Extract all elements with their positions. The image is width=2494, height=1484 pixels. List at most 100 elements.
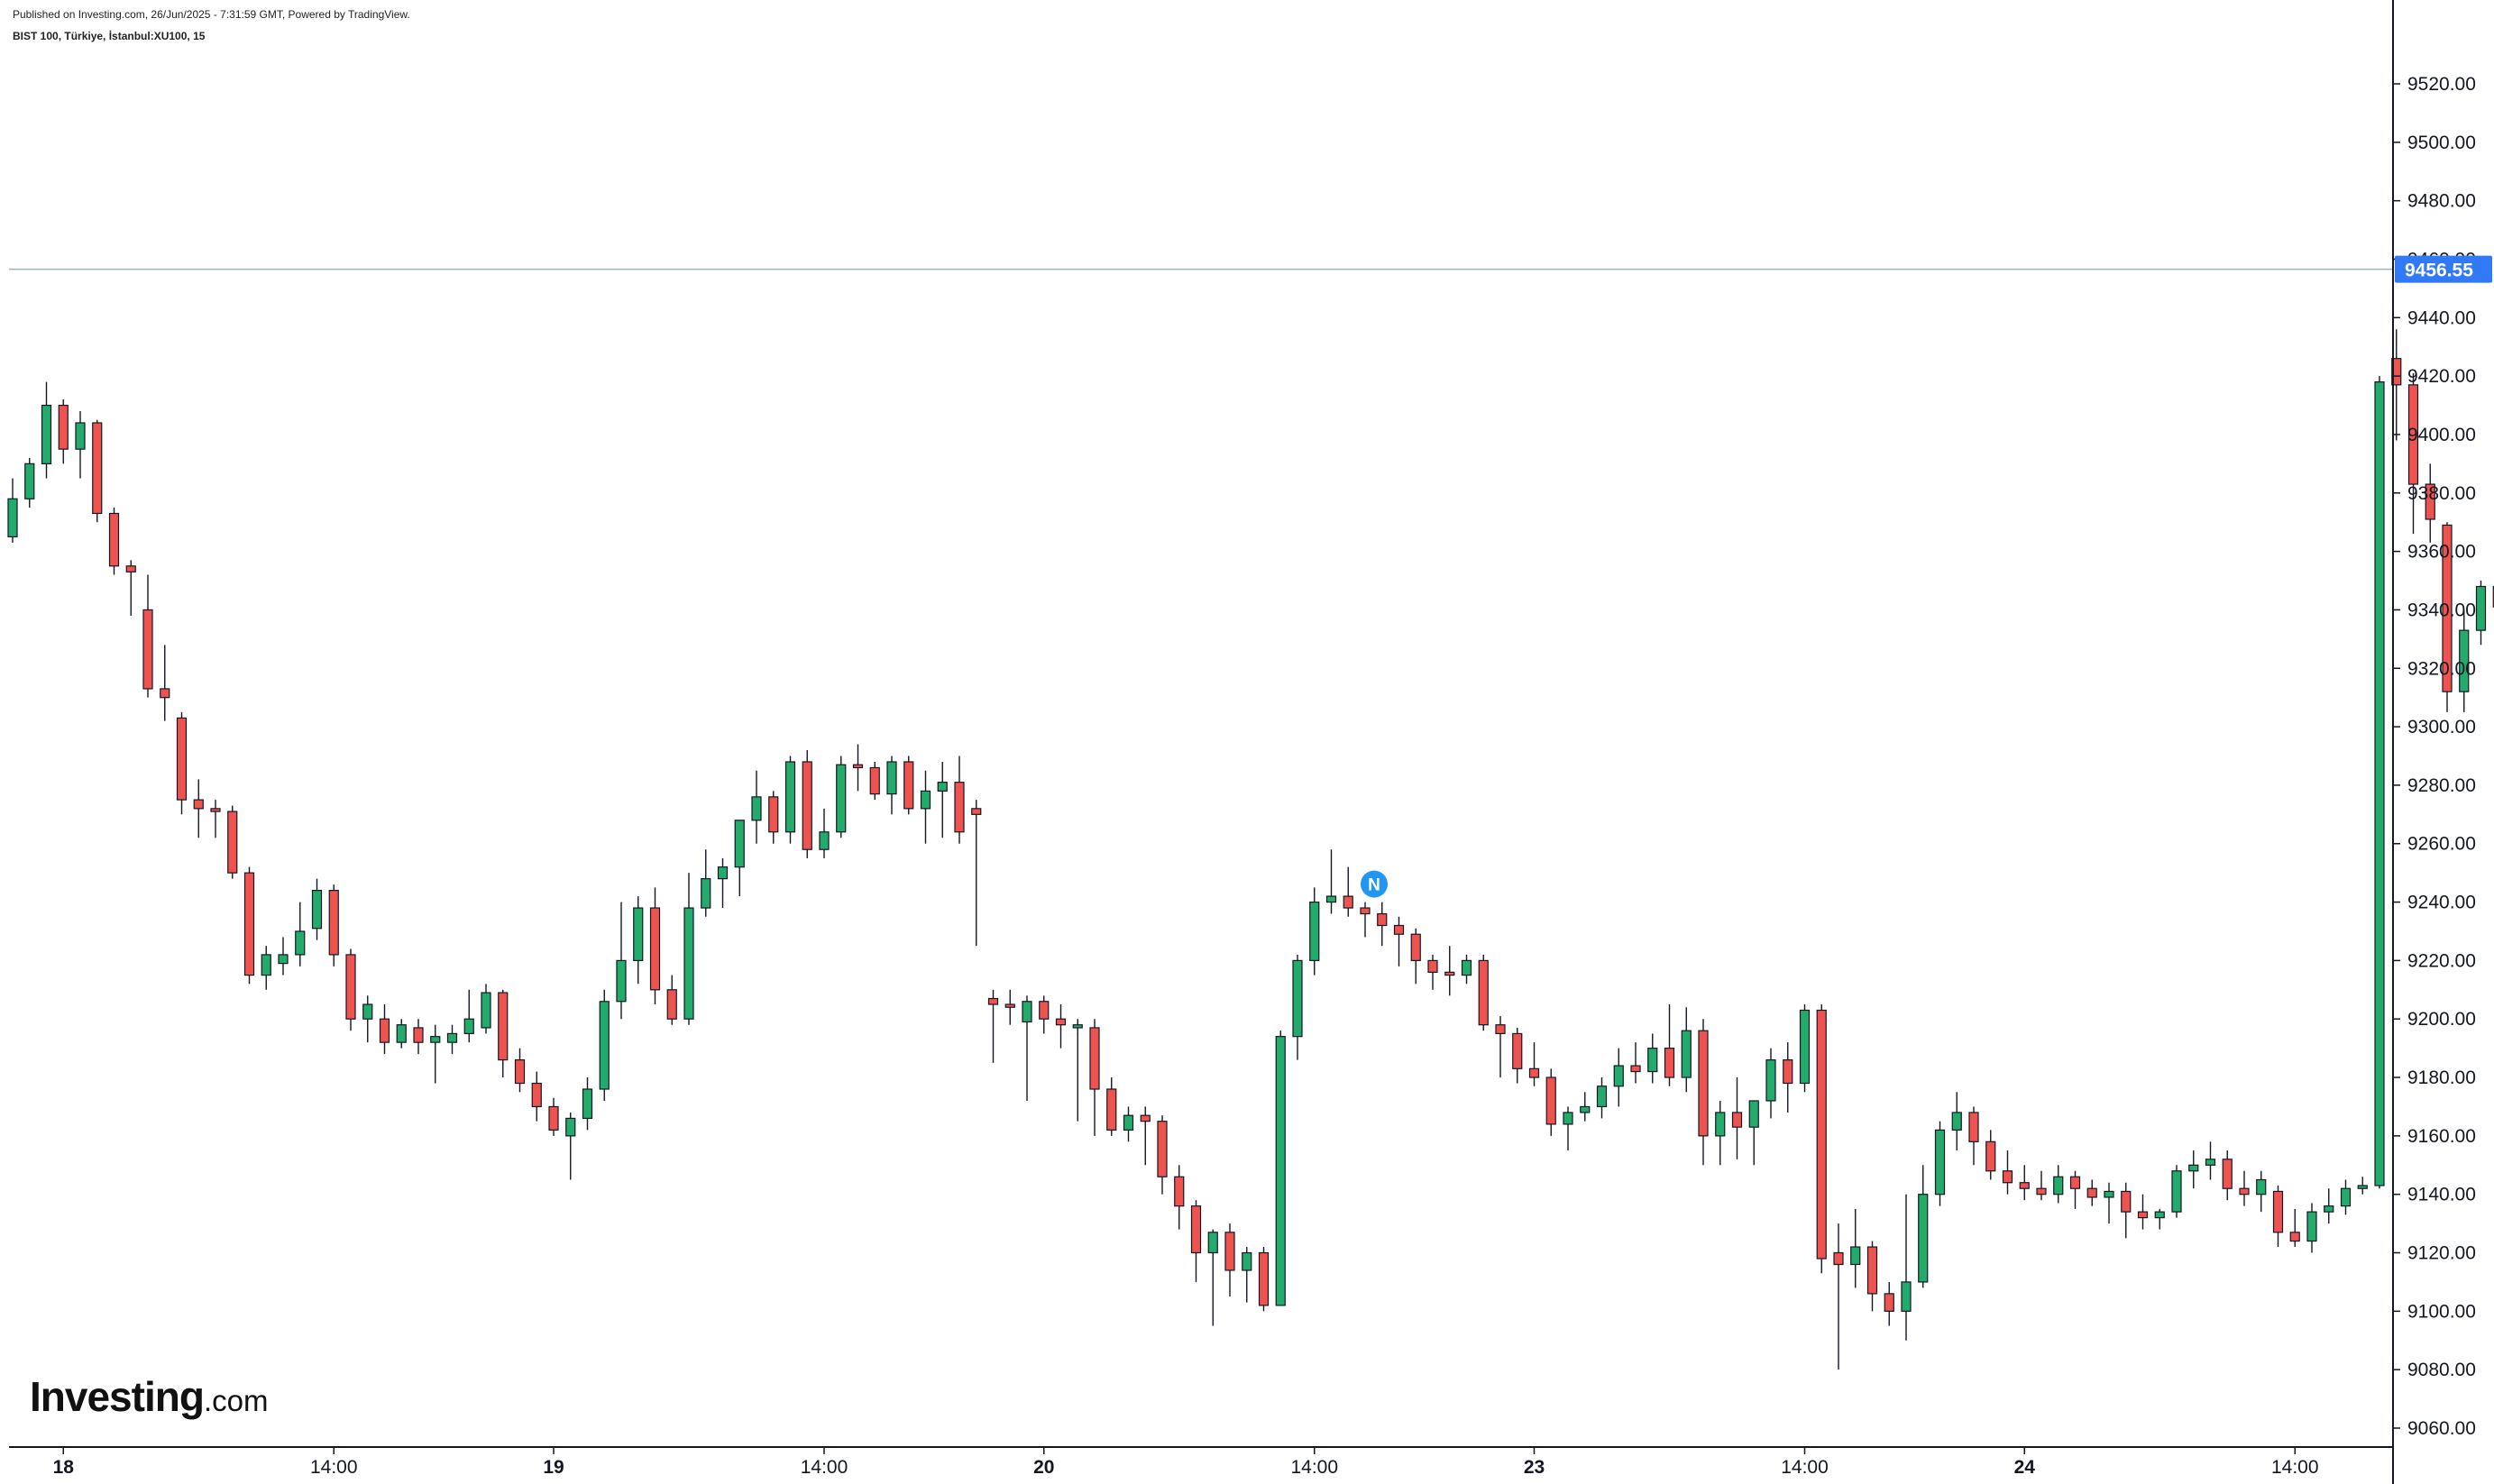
- candle-body: [2324, 1205, 2334, 1213]
- candle-body: [1951, 1112, 1962, 1131]
- candle-body: [2256, 1178, 2267, 1195]
- candle-body: [869, 766, 880, 795]
- candle-body: [58, 404, 69, 450]
- candle-body: [1901, 1281, 1912, 1312]
- candle-body: [1495, 1024, 1506, 1035]
- candle-body: [548, 1105, 559, 1131]
- candle-body: [666, 989, 677, 1020]
- candle-body: [1613, 1065, 1624, 1087]
- candle-body: [1596, 1086, 1608, 1108]
- candle-body: [2391, 358, 2402, 386]
- candle-body: [920, 790, 931, 810]
- news-marker[interactable]: N: [1361, 870, 1388, 898]
- candle-body: [616, 959, 627, 1003]
- candle-body: [379, 1018, 390, 1043]
- candle-body: [1765, 1058, 1776, 1102]
- candle-body: [1918, 1194, 1929, 1283]
- candle-body: [1343, 895, 1353, 909]
- candle-body: [886, 761, 897, 795]
- candle-body: [971, 808, 982, 815]
- news-marker-circle[interactable]: [1361, 870, 1388, 898]
- time-axis[interactable]: 1814:001914:002014:002314:002414:002514:…: [53, 1447, 2494, 1478]
- candle-body: [2306, 1211, 2317, 1242]
- x-tick-label: 14:00: [2271, 1457, 2319, 1478]
- candle-body: [2121, 1190, 2132, 1213]
- candle-body: [193, 799, 204, 810]
- x-tick-label: 24: [2014, 1457, 2036, 1478]
- candle-body: [2036, 1187, 2047, 1195]
- candle-body: [413, 1027, 424, 1043]
- x-tick-label: 20: [1033, 1457, 1054, 1478]
- candle-body: [531, 1082, 542, 1108]
- y-tick-label: 9420.00: [2407, 366, 2476, 387]
- candle-body: [295, 930, 306, 956]
- candle-body: [498, 992, 509, 1061]
- x-tick-label: 14:00: [1290, 1457, 1338, 1478]
- candle-body: [1630, 1065, 1641, 1073]
- candle-body: [1325, 895, 1337, 903]
- price-axis[interactable]: 9520.009500.009480.009460.009440.009420.…: [2393, 74, 2476, 1439]
- candle-body: [701, 878, 711, 909]
- y-tick-label: 9240.00: [2407, 893, 2476, 913]
- candle-body: [227, 811, 238, 874]
- candle-body: [734, 820, 745, 868]
- candle-body: [1985, 1140, 1996, 1172]
- candle-body: [2407, 384, 2419, 485]
- candle-body: [345, 954, 356, 1020]
- candle-body: [1275, 1036, 1286, 1306]
- candle-body: [311, 889, 323, 930]
- candle-body: [1866, 1246, 1878, 1295]
- candle-body: [903, 761, 914, 810]
- news-marker-label: N: [1368, 876, 1380, 895]
- candle-body: [2239, 1187, 2250, 1195]
- x-tick-label: 23: [1524, 1457, 1545, 1478]
- candle-body: [1140, 1114, 1151, 1122]
- candle-body: [1968, 1112, 1979, 1142]
- candle-body: [1731, 1112, 1743, 1128]
- candle-body: [2357, 1185, 2368, 1189]
- candle-body: [717, 866, 729, 880]
- candle-body: [954, 782, 965, 833]
- candle-body: [1157, 1121, 1168, 1177]
- candle-body: [1833, 1251, 1844, 1266]
- candle-body: [2069, 1176, 2081, 1189]
- candle-body: [649, 907, 661, 991]
- candle-body: [142, 609, 153, 690]
- candle-body: [2205, 1159, 2216, 1166]
- candle-body: [1055, 1018, 1067, 1026]
- y-tick-label: 9380.00: [2407, 483, 2476, 504]
- candle-body: [784, 761, 796, 833]
- candle-body: [1174, 1176, 1185, 1207]
- y-tick-label: 9080.00: [2407, 1360, 2476, 1380]
- candle-body: [108, 512, 120, 567]
- candle-body: [1681, 1030, 1692, 1078]
- x-tick-label: 14:00: [801, 1457, 848, 1478]
- y-tick-label: 9100.00: [2407, 1301, 2476, 1322]
- candle-body: [582, 1088, 593, 1120]
- y-tick-label: 9260.00: [2407, 834, 2476, 855]
- candle-body: [41, 404, 52, 464]
- y-tick-label: 9500.00: [2407, 133, 2476, 153]
- candle-body: [937, 782, 948, 792]
- candle-body: [1461, 959, 1472, 976]
- candle-body: [2374, 381, 2385, 1186]
- candle-body: [243, 872, 255, 976]
- candle-body: [2188, 1164, 2199, 1172]
- candle-body: [836, 764, 847, 833]
- candle-body: [683, 907, 694, 1020]
- y-tick-label: 9480.00: [2407, 191, 2476, 212]
- candle-body: [1427, 959, 1438, 973]
- candle-body: [565, 1117, 576, 1137]
- candle-body: [1934, 1129, 1946, 1195]
- candle-body: [261, 954, 271, 976]
- candle-body: [1393, 924, 1405, 935]
- candle-body: [1444, 971, 1455, 976]
- y-tick-label: 9440.00: [2407, 307, 2476, 328]
- y-tick-label: 9220.00: [2407, 950, 2476, 971]
- y-tick-label: 9400.00: [2407, 425, 2476, 445]
- candle-body: [176, 717, 188, 801]
- candle-body: [819, 831, 830, 850]
- y-tick-label: 9340.00: [2407, 600, 2476, 620]
- investing-logo[interactable]: Investing.com: [30, 1372, 268, 1421]
